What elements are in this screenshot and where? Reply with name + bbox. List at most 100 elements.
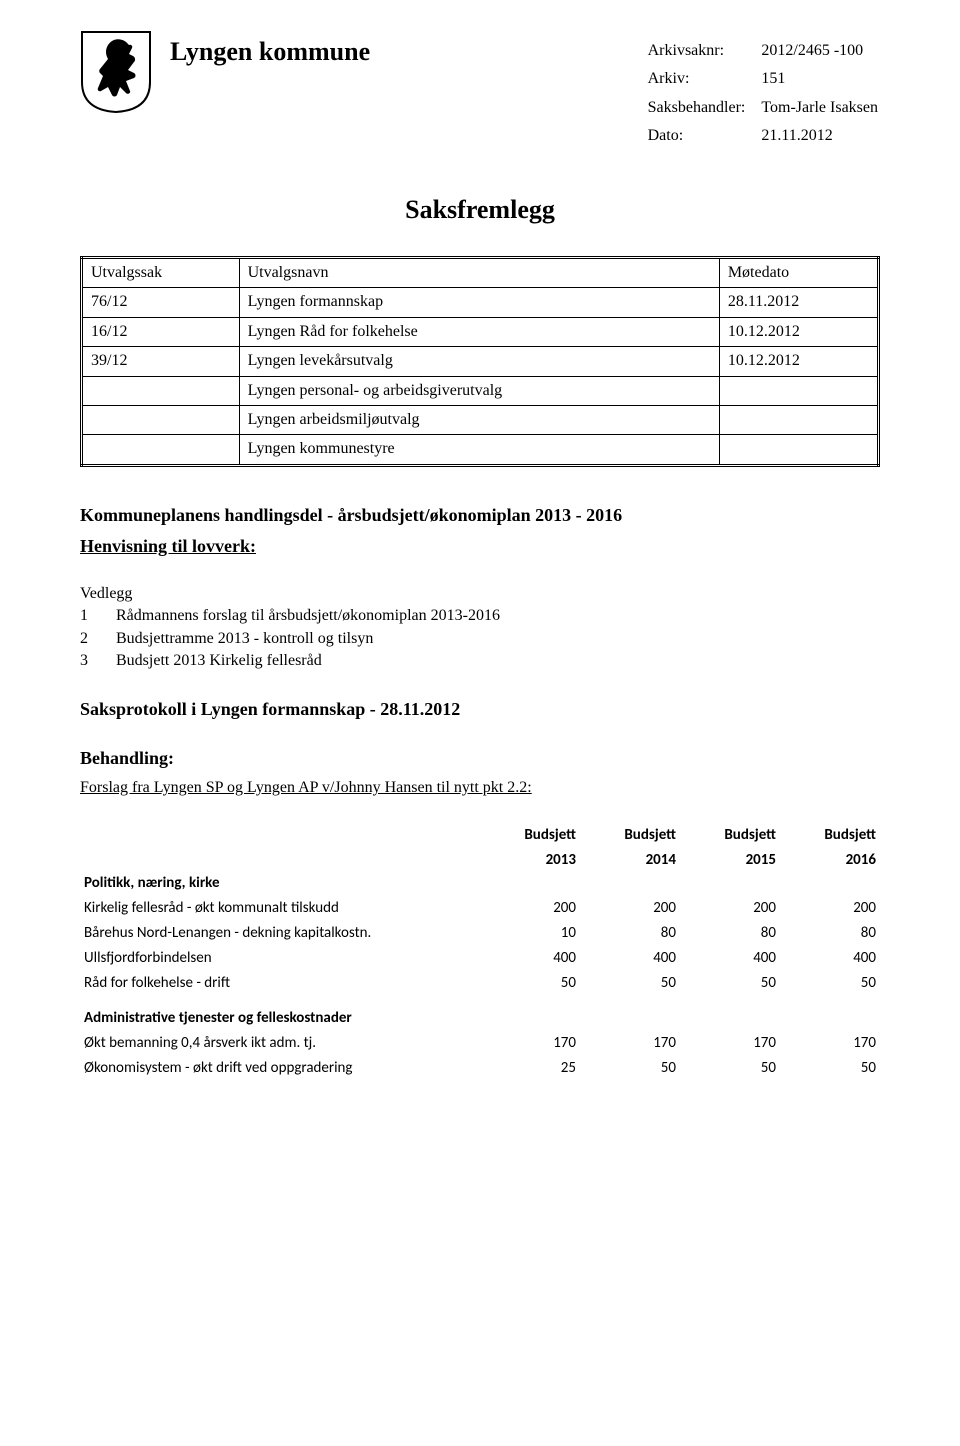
cell: 28.11.2012 [719, 288, 878, 317]
meta-label: Dato: [648, 123, 760, 149]
cell: 10.12.2012 [719, 317, 878, 346]
meta-block: Arkivsaknr:2012/2465 -100 Arkiv:151 Saks… [646, 30, 880, 152]
budget-cell: 50 [580, 971, 680, 996]
budget-header-top: Budsjett [780, 823, 880, 848]
meta-value: 151 [761, 66, 878, 92]
budget-cell: 400 [780, 946, 880, 971]
utvalg-table: Utvalgssak Utvalgsnavn Møtedato 76/12Lyn… [80, 256, 880, 467]
meta-value: Tom-Jarle Isaksen [761, 95, 878, 121]
cell: 16/12 [82, 317, 240, 346]
budget-header-top: Budsjett [580, 823, 680, 848]
vedlegg-heading: Vedlegg [80, 583, 880, 605]
col-header: Utvalgssak [82, 257, 240, 287]
col-header: Møtedato [719, 257, 878, 287]
budget-empty-header [80, 823, 480, 848]
meta-value: 21.11.2012 [761, 123, 878, 149]
budget-row-label: Økt bemanning 0,4 årsverk ikt adm. tj. [80, 1031, 480, 1056]
budget-row-label: Økonomisystem - økt drift ved oppgraderi… [80, 1056, 480, 1081]
cell: Lyngen formannskap [239, 288, 719, 317]
budget-cell: 80 [680, 921, 780, 946]
budget-row-label: Kirkelig fellesråd - økt kommunalt tilsk… [80, 896, 480, 921]
vedlegg-num: 1 [80, 605, 92, 627]
budget-cell: 400 [680, 946, 780, 971]
vedlegg-block: Vedlegg 1 Rådmannens forslag til årsbudsj… [80, 583, 880, 673]
behandling-block: Behandling: Forslag fra Lyngen SP og Lyn… [80, 746, 880, 800]
plan-title-block: Kommuneplanens handlingsdel - årsbudsjet… [80, 503, 880, 559]
budget-year: 2014 [580, 848, 680, 873]
budget-cell: 50 [480, 971, 580, 996]
cell [82, 405, 240, 434]
budget-header-top: Budsjett [680, 823, 780, 848]
cell: Lyngen kommunestyre [239, 435, 719, 465]
budget-year: 2013 [480, 848, 580, 873]
budget-cell: 50 [680, 1056, 780, 1081]
vedlegg-list: 1 Rådmannens forslag til årsbudsjett/økon… [80, 605, 880, 672]
cell: Lyngen levekårsutvalg [239, 347, 719, 376]
budget-cell: 50 [580, 1056, 680, 1081]
behandling-label: Behandling: [80, 746, 880, 771]
budget-cell: 50 [680, 971, 780, 996]
col-header: Utvalgsnavn [239, 257, 719, 287]
forslag-label: Forslag fra Lyngen SP og Lyngen AP v/Joh… [80, 777, 880, 799]
cell: 10.12.2012 [719, 347, 878, 376]
budget-cell: 170 [780, 1031, 880, 1056]
budget-cell: 400 [580, 946, 680, 971]
cell: Lyngen arbeidsmiljøutvalg [239, 405, 719, 434]
budget-table: Budsjett Budsjett Budsjett Budsjett 2013… [80, 823, 880, 1081]
protokoll-block: Saksprotokoll i Lyngen formannskap - 28.… [80, 697, 880, 722]
budget-header-top: Budsjett [480, 823, 580, 848]
budget-year: 2016 [780, 848, 880, 873]
cell [82, 376, 240, 405]
vedlegg-item: 3 Budsjett 2013 Kirkelig fellesråd [80, 650, 880, 672]
cell [82, 435, 240, 465]
budget-cell: 50 [780, 1056, 880, 1081]
vedlegg-text: Rådmannens forslag til årsbudsjett/økono… [116, 605, 500, 627]
budget-cell: 400 [480, 946, 580, 971]
budget-group-name: Administrative tjenester og felleskostna… [80, 996, 880, 1031]
document-type-heading: Saksfremlegg [80, 192, 880, 228]
meta-value: 2012/2465 -100 [761, 38, 878, 64]
budget-row-label: Ullsfjordforbindelsen [80, 946, 480, 971]
org-name: Lyngen kommune [170, 34, 370, 70]
meta-label: Arkivsaknr: [648, 38, 760, 64]
budget-cell: 25 [480, 1056, 580, 1081]
meta-table: Arkivsaknr:2012/2465 -100 Arkiv:151 Saks… [646, 36, 880, 152]
cell [719, 376, 878, 405]
budget-cell: 200 [580, 896, 680, 921]
cell: 39/12 [82, 347, 240, 376]
vedlegg-text: Budsjettramme 2013 - kontroll og tilsyn [116, 628, 373, 650]
vedlegg-item: 2 Budsjettramme 2013 - kontroll og tilsyn [80, 628, 880, 650]
cell [719, 435, 878, 465]
org-title: Lyngen kommune [170, 30, 370, 70]
budget-cell: 170 [680, 1031, 780, 1056]
budget-cell: 200 [680, 896, 780, 921]
budget-group-name: Politikk, næring, kirke [80, 873, 880, 896]
budget-cell: 80 [780, 921, 880, 946]
document-header: Lyngen kommune Arkivsaknr:2012/2465 -100… [80, 30, 880, 152]
cell: 76/12 [82, 288, 240, 317]
meta-label: Arkiv: [648, 66, 760, 92]
budget-cell: 200 [780, 896, 880, 921]
cell: Lyngen Råd for folkehelse [239, 317, 719, 346]
cell [719, 405, 878, 434]
vedlegg-item: 1 Rådmannens forslag til årsbudsjett/økon… [80, 605, 880, 627]
vedlegg-num: 3 [80, 650, 92, 672]
budget-year: 2015 [680, 848, 780, 873]
budget-cell: 200 [480, 896, 580, 921]
vedlegg-text: Budsjett 2013 Kirkelig fellesråd [116, 650, 322, 672]
budget-cell: 50 [780, 971, 880, 996]
budget-cell: 10 [480, 921, 580, 946]
cell: Lyngen personal- og arbeidsgiverutvalg [239, 376, 719, 405]
henvisning-label: Henvisning til lovverk: [80, 534, 880, 559]
protokoll-title: Saksprotokoll i Lyngen formannskap - 28.… [80, 697, 880, 722]
budget-cell: 80 [580, 921, 680, 946]
budget-row-label: Råd for folkehelse - drift [80, 971, 480, 996]
vedlegg-num: 2 [80, 628, 92, 650]
municipality-crest-icon [80, 30, 152, 114]
budget-row-label: Bårehus Nord-Lenangen - dekning kapitalk… [80, 921, 480, 946]
budget-empty-header [80, 848, 480, 873]
plan-title: Kommuneplanens handlingsdel - årsbudsjet… [80, 503, 880, 528]
budget-cell: 170 [580, 1031, 680, 1056]
meta-label: Saksbehandler: [648, 95, 760, 121]
budget-cell: 170 [480, 1031, 580, 1056]
